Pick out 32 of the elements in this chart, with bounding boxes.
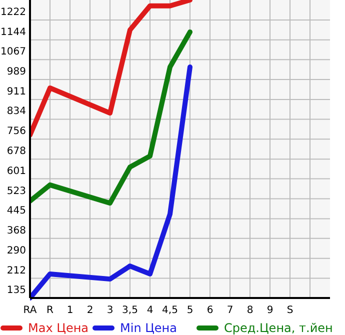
- y-tick-label: 445: [6, 206, 26, 217]
- x-tick-label: 4: [146, 305, 154, 316]
- x-tick-label: R: [46, 305, 54, 316]
- y-tick-label: 989: [6, 66, 26, 78]
- legend-label: Сред.Цена, т.йен: [224, 321, 333, 335]
- x-tick-label: 9: [266, 305, 274, 316]
- y-tick-label: 368: [6, 225, 26, 236]
- x-tick-label: 7: [226, 305, 234, 316]
- x-tick-label: 3,5: [122, 305, 138, 316]
- y-tick-label: 1144: [0, 26, 26, 38]
- x-tick-label: S: [286, 305, 294, 316]
- x-tick-label: 3: [106, 305, 114, 316]
- x-tick-label: RA: [23, 305, 37, 316]
- x-tick-label: 6: [206, 305, 214, 316]
- y-tick-label: 678: [6, 146, 26, 158]
- legend-label: Min Цена: [120, 321, 178, 335]
- legend-label: Max Цена: [28, 321, 89, 335]
- y-tick-label: 135: [6, 285, 26, 296]
- x-tick-label: 1: [66, 305, 74, 316]
- x-tick-label: 5: [186, 305, 194, 316]
- y-tick-label: 911: [6, 86, 26, 98]
- y-tick-label: 212: [6, 265, 26, 276]
- x-tick-label: 8: [246, 305, 254, 316]
- y-tick-label: 523: [6, 186, 26, 197]
- y-tick-label: 1222: [0, 6, 26, 18]
- y-tick-label: 1067: [0, 46, 26, 58]
- x-tick-label: 2: [86, 305, 94, 316]
- y-tick-label: 834: [6, 106, 26, 118]
- y-tick-label: 601: [6, 166, 26, 177]
- y-tick-label: 290: [6, 245, 26, 256]
- y-tick-label: 756: [6, 126, 26, 138]
- x-tick-label: 4,5: [162, 305, 178, 316]
